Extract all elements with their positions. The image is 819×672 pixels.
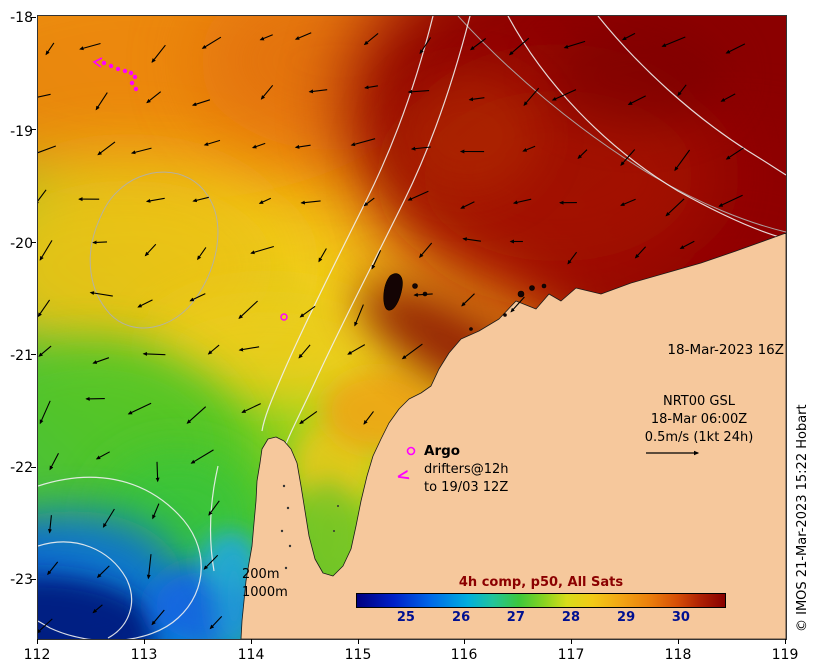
colorbar-title: 4h comp, p50, All Sats [458, 575, 624, 590]
velocity-legend-product: NRT00 GSL [663, 394, 735, 409]
argo-drifter-legend: Argo drifters@12h to 19/03 12Z [424, 442, 509, 498]
velocity-legend-scale: 0.5m/s (1kt 24h) [644, 430, 754, 445]
map-plot-area: 18-Mar-2023 16Z NRT00 GSL 18-Mar 06:00Z … [37, 15, 787, 640]
colorbar-tick: 28 [561, 610, 581, 625]
y-tick-label: -21 [10, 348, 33, 364]
x-tick-label: 112 [23, 647, 51, 663]
y-tick-label: -18 [10, 10, 33, 26]
colorbar: 4h comp, p50, All Sats 25 26 27 28 29 30 [356, 575, 726, 626]
terrain-specks [280, 484, 339, 570]
isobath-label-1000m: 1000m [242, 585, 288, 600]
x-tick-label: 119 [771, 647, 799, 663]
velocity-legend-time: 18-Mar 06:00Z [650, 412, 748, 427]
colorbar-tick: 25 [396, 610, 415, 625]
argo-float-marker [280, 313, 288, 321]
colorbar-tick: 29 [617, 610, 636, 625]
current-vector-field [38, 32, 746, 634]
colorbar-ticks: 25 26 27 28 29 30 [356, 610, 726, 626]
drifters-legend-line2: to 19/03 12Z [424, 480, 509, 495]
drifter-track [92, 57, 139, 92]
drifters-legend-line1: drifters@12h [424, 461, 509, 477]
copyright-credit: © IMOS 21-Mar-2023 15:22 Hobart [795, 404, 810, 632]
x-tick-label: 113 [130, 647, 158, 663]
x-tick-label: 115 [344, 647, 372, 663]
colorbar-tick: 30 [671, 610, 690, 625]
isobath-label-200m: 200m [242, 567, 280, 582]
velocity-legend: NRT00 GSL 18-Mar 06:00Z 0.5m/s (1kt 24h) [614, 393, 784, 447]
y-tick-label: -19 [10, 124, 33, 140]
y-tick-label: -20 [10, 236, 33, 252]
x-tick-label: 118 [664, 647, 692, 663]
bathymetry-contours [38, 16, 786, 639]
colorbar-tick: 27 [506, 610, 525, 625]
colorbar-gradient [356, 593, 726, 608]
argo-legend-label: Argo [424, 443, 461, 459]
x-tick-label: 114 [237, 647, 265, 663]
colorbar-tick: 26 [452, 610, 471, 625]
sst-field [38, 16, 786, 639]
y-tick-label: -23 [10, 572, 33, 588]
islands [383, 273, 547, 331]
observation-markers [92, 57, 416, 456]
gray-contours [89, 16, 786, 329]
x-tick-label: 117 [557, 647, 585, 663]
land-mass [240, 232, 786, 639]
argo-legend-marker [406, 446, 416, 456]
x-tick-label: 116 [450, 647, 478, 663]
datetime-label: 18-Mar-2023 16Z [667, 342, 784, 358]
isobath-labels: 200m 1000m [242, 566, 288, 602]
y-tick-label: -22 [10, 460, 33, 476]
sst-map-canvas [38, 16, 786, 639]
